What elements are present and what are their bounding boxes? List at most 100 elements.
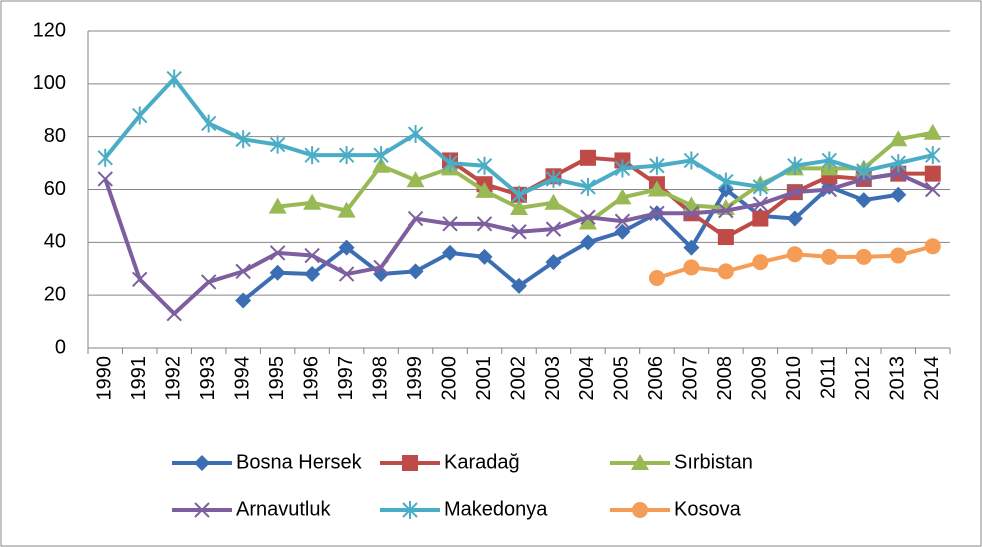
marker <box>924 165 941 182</box>
marker <box>580 177 596 196</box>
marker <box>476 156 493 175</box>
marker <box>372 156 391 173</box>
marker <box>614 213 631 229</box>
marker <box>338 266 355 282</box>
legend-item: Karadağ <box>380 451 520 473</box>
x-tick-label: 2002 <box>507 356 529 401</box>
marker <box>338 239 355 256</box>
marker <box>752 196 769 212</box>
marker <box>821 248 838 265</box>
legend-item: Kosova <box>610 498 742 520</box>
marker <box>132 271 148 288</box>
marker <box>752 177 769 196</box>
marker <box>856 162 872 181</box>
marker <box>373 259 389 276</box>
marker <box>889 130 908 147</box>
marker <box>683 205 700 221</box>
marker <box>304 247 320 264</box>
marker <box>752 210 769 227</box>
marker <box>683 239 700 256</box>
marker <box>200 274 217 290</box>
legend-label: Karadağ <box>444 451 520 473</box>
x-tick-label: 1998 <box>369 356 391 401</box>
marker <box>373 146 389 165</box>
marker <box>304 146 320 165</box>
x-tick-label: 2005 <box>611 356 633 401</box>
x-tick-label: 2010 <box>783 356 805 401</box>
marker <box>406 171 425 188</box>
marker <box>580 209 596 225</box>
x-tick-label: 1991 <box>128 356 150 401</box>
x-tick-label: 2004 <box>576 356 598 401</box>
legend-label: Arnavutluk <box>236 498 331 520</box>
marker <box>545 169 562 188</box>
marker <box>97 148 113 167</box>
marker <box>304 266 321 283</box>
legend-label: Kosova <box>674 498 742 520</box>
legend-label: Makedonya <box>444 498 548 520</box>
marker <box>890 186 907 203</box>
y-tick-label: 40 <box>44 231 66 253</box>
x-tick-label: 1994 <box>231 356 253 401</box>
marker <box>925 146 941 165</box>
marker <box>476 248 493 265</box>
marker <box>442 216 458 232</box>
y-tick-label: 20 <box>44 283 66 305</box>
marker <box>855 192 872 209</box>
x-tick-label: 2000 <box>438 356 460 401</box>
x-tick-label: 1993 <box>197 356 219 401</box>
marker <box>718 202 734 219</box>
marker <box>647 180 666 197</box>
marker <box>579 234 596 251</box>
marker <box>269 264 286 281</box>
marker <box>787 184 803 200</box>
legend-label: Bosna Hersek <box>236 451 363 473</box>
y-tick-label: 100 <box>33 72 66 94</box>
marker <box>821 181 838 198</box>
marker <box>786 246 803 263</box>
marker <box>235 130 251 149</box>
marker <box>579 149 596 166</box>
x-tick-label: 1999 <box>404 356 426 401</box>
marker <box>97 171 113 187</box>
marker <box>614 223 631 240</box>
legend-item: Makedonya <box>380 498 548 520</box>
marker <box>923 123 942 140</box>
x-tick-label: 2009 <box>749 356 771 401</box>
marker <box>631 454 649 470</box>
marker <box>683 259 700 276</box>
marker <box>925 181 941 198</box>
marker <box>752 254 769 271</box>
marker <box>578 213 597 230</box>
marker <box>855 248 872 265</box>
y-tick-label: 80 <box>44 125 66 147</box>
marker <box>407 210 424 227</box>
marker <box>718 172 734 191</box>
marker <box>337 201 356 218</box>
legend-item: Bosna Hersek <box>172 451 363 473</box>
x-tick-label: 2014 <box>921 356 943 401</box>
marker <box>545 221 562 237</box>
marker <box>511 277 527 294</box>
marker <box>235 292 252 309</box>
marker <box>890 247 907 264</box>
marker <box>407 263 424 280</box>
marker <box>166 69 182 88</box>
x-tick-label: 2003 <box>542 356 564 401</box>
marker <box>402 501 418 519</box>
marker <box>632 502 648 518</box>
x-tick-label: 2001 <box>473 356 495 401</box>
marker <box>268 197 287 214</box>
marker <box>511 224 527 240</box>
x-tick-label: 1992 <box>162 356 184 401</box>
x-tick-label: 2013 <box>887 356 909 401</box>
x-tick-label: 2011 <box>818 356 840 399</box>
marker <box>717 263 734 280</box>
marker <box>890 154 906 173</box>
marker <box>545 254 562 271</box>
marker <box>269 135 286 154</box>
marker <box>786 210 803 227</box>
marker <box>683 151 700 170</box>
marker <box>402 455 418 471</box>
